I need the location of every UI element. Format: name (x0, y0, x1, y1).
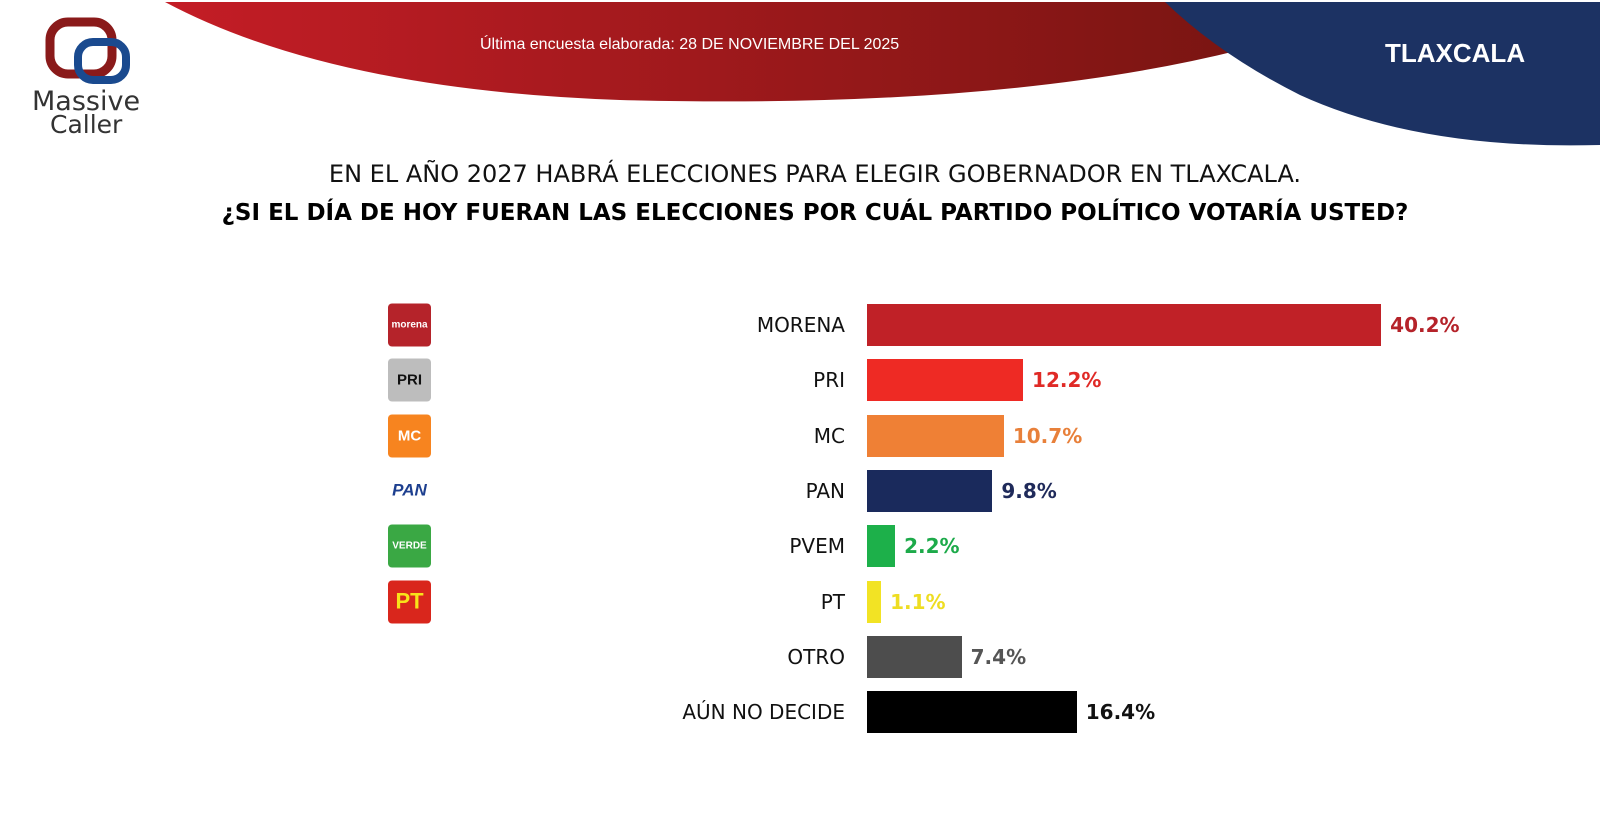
category-label: PAN (805, 478, 845, 503)
category-label: PRI (813, 368, 845, 393)
category-label: MORENA (756, 313, 845, 337)
brand-name-line1: Massive (32, 86, 141, 117)
category-label: AÚN NO DECIDE (682, 700, 845, 725)
category-label: PVEM (789, 534, 845, 559)
blue-wave (1165, 2, 1600, 146)
party-logo-mc-icon: MC (388, 414, 431, 458)
bar (867, 469, 993, 512)
party-logo-verde-icon: VERDE (388, 524, 431, 568)
party-logo-pan-icon: PAN (388, 469, 431, 513)
red-wave (165, 2, 1240, 102)
value-label: 1.1% (890, 589, 946, 614)
value-label: 12.2% (1032, 368, 1102, 393)
category-label: MC (813, 423, 845, 448)
bar (867, 414, 1004, 457)
brand-name-line2: Caller (50, 110, 123, 139)
party-logo-morena-icon: morena (388, 303, 431, 347)
value-label: 10.7% (1012, 423, 1083, 448)
value-label: 7.4% (970, 644, 1027, 669)
category-label: PT (820, 589, 845, 614)
bar (867, 580, 882, 623)
massive-caller-logo-icon (45, 17, 130, 84)
category-label: OTRO (787, 644, 845, 669)
bar (867, 304, 1382, 346)
value-label: 9.8% (1001, 478, 1057, 503)
bar (867, 359, 1024, 402)
value-label: 2.2% (904, 534, 960, 559)
value-label: 40.2% (1390, 313, 1460, 337)
bar (867, 525, 896, 568)
party-logo-pri-icon: PRI (388, 358, 431, 402)
question-title: ¿SI EL DÍA DE HOY FUERAN LAS ELECCIONES … (221, 200, 1409, 226)
bar (867, 635, 962, 678)
bar (867, 691, 1077, 734)
survey-date: Última encuesta elaborada: 28 DE NOVIEMB… (480, 36, 900, 53)
party-logo-pt-icon: PT (388, 580, 431, 623)
state-title: TLAXCALA (1385, 38, 1526, 68)
question-context: EN EL AÑO 2027 HABRÁ ELECCIONES PARA ELE… (328, 160, 1302, 188)
value-label: 16.4% (1085, 700, 1156, 725)
